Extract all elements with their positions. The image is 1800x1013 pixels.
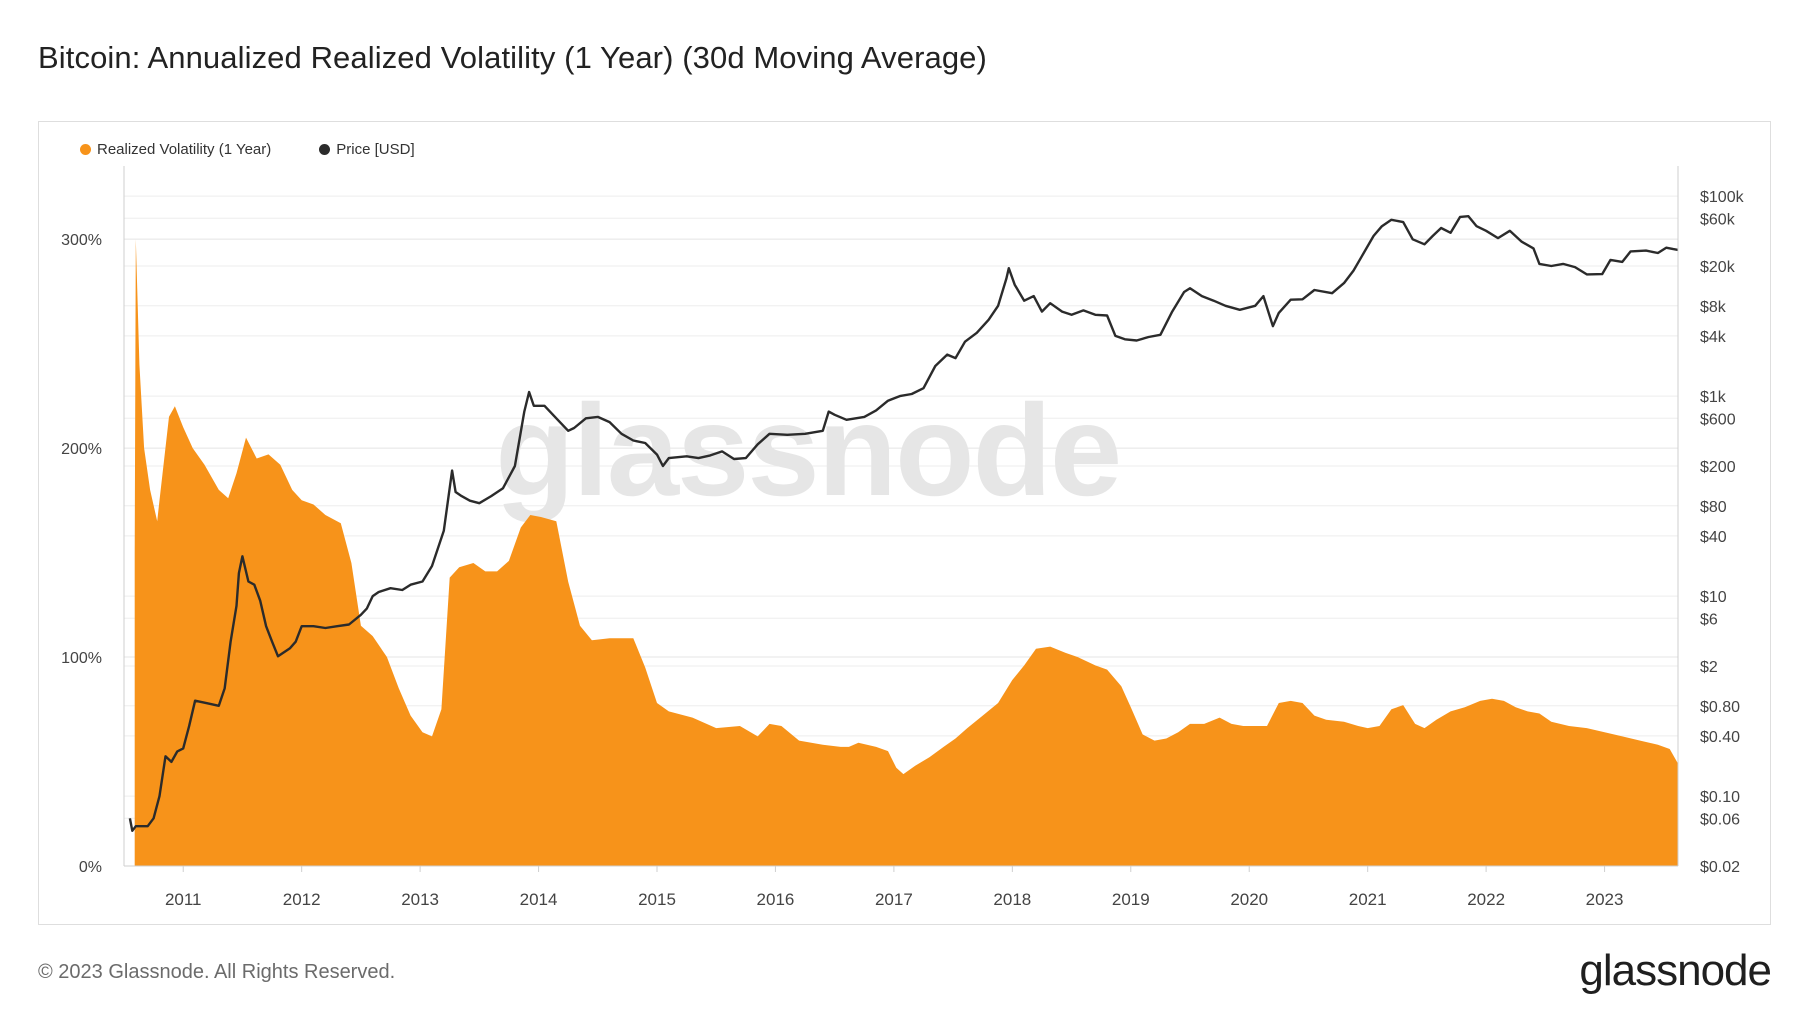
y-right-tick-label-17: $100k xyxy=(1700,189,1745,206)
legend-label-price: Price [USD] xyxy=(336,141,415,158)
y-left-tick-label-1: 100% xyxy=(61,650,102,667)
y-left-tick-label-2: 200% xyxy=(61,441,102,458)
x-tick-label-3: 2014 xyxy=(520,890,558,909)
y-right-tick-label-10: $200 xyxy=(1700,459,1736,476)
copyright-footer: © 2023 Glassnode. All Rights Reserved. xyxy=(38,961,396,983)
legend-swatch-volatility xyxy=(80,144,91,155)
y-right-tick-label-8: $40 xyxy=(1700,529,1727,546)
y-right-tick-label-16: $60k xyxy=(1700,211,1736,228)
chart-frame xyxy=(38,121,1771,925)
y-right-tick-label-2: $0.10 xyxy=(1700,789,1740,806)
x-tick-label-4: 2015 xyxy=(638,890,676,909)
x-tick-label-7: 2018 xyxy=(993,890,1031,909)
y-right-tick-label-14: $8k xyxy=(1700,299,1727,316)
legend-swatch-price xyxy=(319,144,331,155)
x-tick-label-2: 2013 xyxy=(401,890,439,909)
x-tick-label-8: 2019 xyxy=(1112,890,1150,909)
y-right-tick-label-0: $0.02 xyxy=(1700,859,1740,876)
x-tick-label-0: 2011 xyxy=(165,890,202,909)
y-right-tick-label-4: $0.80 xyxy=(1700,699,1740,716)
x-tick-label-9: 2020 xyxy=(1230,890,1268,909)
y-right-tick-label-9: $80 xyxy=(1700,499,1727,516)
y-right-tick-label-1: $0.06 xyxy=(1700,811,1740,828)
x-tick-label-6: 2017 xyxy=(875,890,913,909)
chart-legend: Realized Volatility (1 Year) Price [USD] xyxy=(80,141,415,158)
x-tick-label-10: 2021 xyxy=(1349,890,1387,909)
y-right-tick-label-3: $0.40 xyxy=(1700,729,1740,746)
y-right-tick-label-12: $1k xyxy=(1700,389,1727,406)
watermark: glassnode xyxy=(495,377,1120,523)
legend-item-volatility[interactable]: Realized Volatility (1 Year) xyxy=(80,141,271,158)
y-right-tick-label-6: $6 xyxy=(1700,611,1718,628)
volatility-area-series[interactable] xyxy=(134,239,1679,867)
x-tick-label-12: 2023 xyxy=(1586,890,1624,909)
chart-title: Bitcoin: Annualized Realized Volatility … xyxy=(38,40,987,75)
legend-label-volatility: Realized Volatility (1 Year) xyxy=(97,141,272,158)
y-right-tick-label-15: $20k xyxy=(1700,259,1736,276)
x-tick-label-11: 2022 xyxy=(1467,890,1505,909)
y-left-tick-label-0: 0% xyxy=(79,859,102,876)
x-tick-label-5: 2016 xyxy=(757,890,795,909)
y-right-tick-label-11: $600 xyxy=(1700,411,1736,428)
y-left-tick-label-3: 300% xyxy=(61,232,102,249)
y-right-tick-label-5: $2 xyxy=(1700,659,1718,676)
x-tick-label-1: 2012 xyxy=(283,890,321,909)
y-right-tick-label-13: $4k xyxy=(1700,329,1727,346)
glassnode-logo: glassnode xyxy=(1579,946,1772,995)
price-line-series[interactable] xyxy=(128,215,1679,832)
legend-item-price[interactable]: Price [USD] xyxy=(319,141,415,158)
y-right-tick-label-7: $10 xyxy=(1700,589,1727,606)
